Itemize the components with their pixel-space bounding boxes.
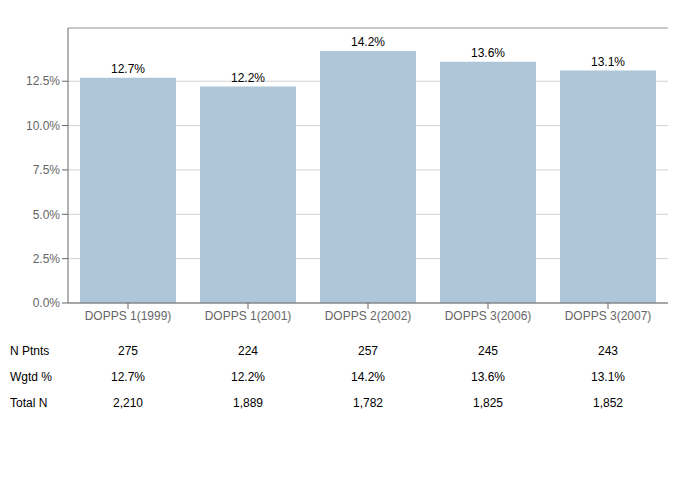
svg-text:0.0%: 0.0%	[33, 296, 61, 310]
svg-text:5.0%: 5.0%	[33, 208, 61, 222]
svg-text:DOPPS 1(1999): DOPPS 1(1999)	[85, 309, 172, 323]
svg-text:12.5%: 12.5%	[26, 74, 60, 88]
html-text:2,210: 2,210	[113, 396, 143, 410]
html-text:257: 257	[358, 344, 378, 358]
html-text:N Ptnts: N Ptnts	[10, 344, 50, 358]
html-text:Wgtd %: Wgtd %	[10, 370, 52, 384]
svg-text:DOPPS 3(2007): DOPPS 3(2007)	[565, 309, 652, 323]
html-text:224: 224	[238, 344, 258, 358]
html-text:245: 245	[478, 344, 498, 358]
svg-text:12.7%: 12.7%	[111, 62, 145, 76]
svg-text:DOPPS 1(2001): DOPPS 1(2001)	[205, 309, 292, 323]
html-text:13.1%: 13.1%	[591, 370, 625, 384]
html-text:13.6%: 13.6%	[471, 370, 505, 384]
svg-text:14.2%: 14.2%	[351, 35, 385, 49]
svg-text:13.6%: 13.6%	[471, 46, 505, 60]
html-text:1,889: 1,889	[233, 396, 263, 410]
svg-text:12.2%: 12.2%	[231, 71, 265, 85]
svg-text:7.5%: 7.5%	[33, 163, 61, 177]
svg-text:DOPPS 2(2002): DOPPS 2(2002)	[325, 309, 412, 323]
html-text:243: 243	[598, 344, 618, 358]
svg-text:DOPPS 3(2006): DOPPS 3(2006)	[445, 309, 532, 323]
svg-text:10.0%: 10.0%	[26, 119, 60, 133]
svg-text:2.5%: 2.5%	[33, 252, 61, 266]
html-text:12.2%: 12.2%	[231, 370, 265, 384]
svg-text:13.1%: 13.1%	[591, 55, 625, 69]
html-text:1,825: 1,825	[473, 396, 503, 410]
html-text:12.7%: 12.7%	[111, 370, 145, 384]
html-text:Total N: Total N	[10, 396, 48, 410]
html-text:1,782: 1,782	[353, 396, 383, 410]
html-text:14.2%: 14.2%	[351, 370, 385, 384]
html-text:275: 275	[118, 344, 138, 358]
html-text:1,852: 1,852	[593, 396, 623, 410]
